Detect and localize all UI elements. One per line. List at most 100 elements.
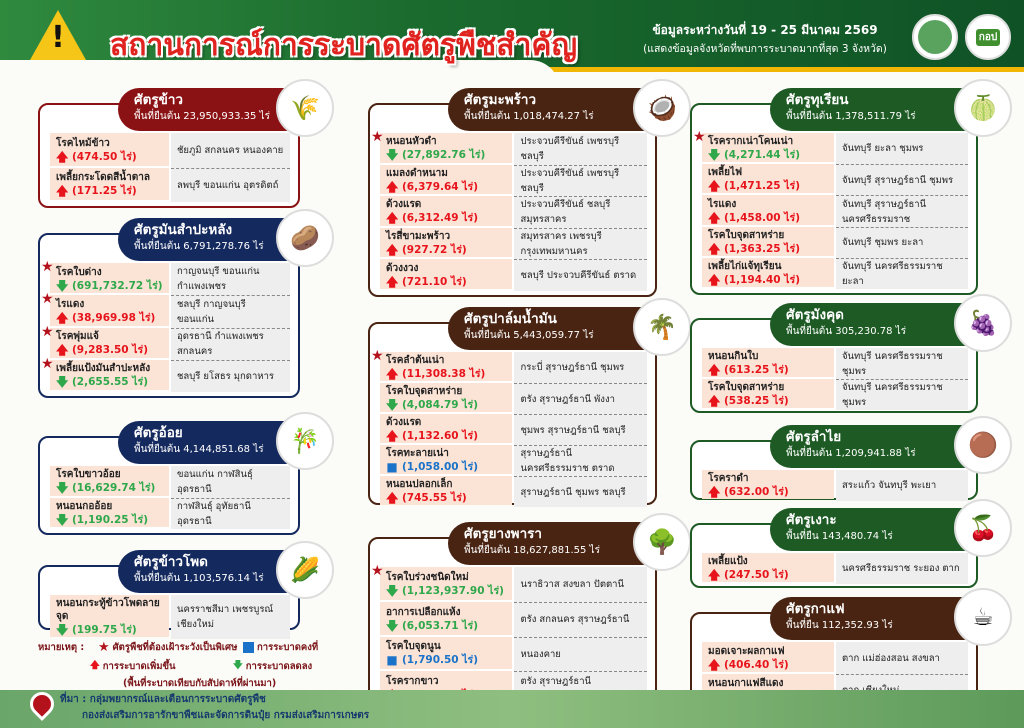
provinces: จันทบุรี นครศรีธรรมราช ยะลา: [835, 257, 968, 290]
legend-stable: การระบาดคงที่: [243, 640, 318, 655]
pest-row: ★ ไรแดง 🡅 (38,969.98 ไร่) ชลบุรี กาญจนบุร…: [41, 291, 290, 328]
trend-up-icon: 🡅: [708, 568, 721, 582]
rubber-tree-icon: 🌳: [633, 513, 691, 571]
pest-row: ★ โรคพุ่มแจ้ 🡅 (9,283.50 ไร่) อุดรธานี กำ…: [41, 324, 290, 360]
trend-up-icon: 🡅: [708, 485, 721, 499]
pest-info: ด้วงแรด 🡅 (6,312.49 ไร่): [380, 196, 513, 226]
pest-row: ★ โรครากเน่าโคนเน่า 🡇 (4,271.44 ไร่) จันท…: [693, 129, 968, 165]
trend-up-icon: 🡅: [708, 272, 721, 287]
pest-area-value: (171.25 ไร่): [72, 185, 137, 198]
coconut-icon: 🥥: [633, 79, 691, 137]
pest-name: โรคใบด่าง: [56, 266, 102, 278]
planted-area: พื้นที่ยืนต้น 1,103,576.14 ไร่: [134, 573, 264, 584]
pest-name: หนอนกระทู้ข้าวโพดลายจุด: [56, 598, 160, 622]
pest-name: โรคไหม้ข้าว: [56, 137, 110, 149]
pest-row: ไรสี่ขามะพร้าว 🡅 (927.72 ไร่) สมุทรสาคร เ…: [380, 227, 647, 260]
provinces: ตรัง สกลนคร สุราษฎร์ธานี: [514, 601, 647, 637]
trend-up-icon: 🡅: [708, 179, 721, 194]
provinces: จันทบุรี นครศรีธรรมราช ชุมพร: [835, 379, 968, 410]
pest-row: ★ หนอนหัวดำ 🡇 (27,892.76 ไร่) ประจวบคีรีข…: [371, 129, 647, 165]
pest-info: เพลี้ยไฟ 🡅 (1,471.25 ไร่): [702, 164, 834, 194]
trend-down-icon: 🡇: [56, 278, 69, 293]
legend-note: (พื้นที่ระบาดเทียบกับสัปดาห์ที่ผ่านมา): [123, 678, 277, 689]
trend-down-icon: 🡇: [56, 375, 69, 390]
pest-card: ศัตรูข้าวโพด พื้นที่ยืนต้น 1,103,576.14 …: [38, 541, 334, 639]
trend-up-icon: 🡅: [56, 343, 69, 358]
date-range: ข้อมูลระหว่างวันที่ 19 - 25 มีนาคม 2569: [652, 23, 878, 37]
pest-info: โรคใบขาวอ้อย 🡇 (16,629.74 ไร่): [50, 466, 169, 496]
trend-down-icon: 🡇: [56, 481, 69, 496]
planted-area: พื้นที่ยืน 112,352.93 ไร่: [786, 620, 893, 631]
pest-area: 🡅 (538.25 ไร่): [708, 394, 830, 408]
pest-area: 🡇 (4,084.79 ไร่): [386, 398, 508, 412]
footer-band: [0, 690, 1024, 728]
pest-name: มอดเจาะผลกาแฟ: [708, 645, 785, 657]
pest-area: ■ (1,790.50 ไร่): [386, 653, 508, 667]
card-title: ศัตรูมังคุด: [786, 307, 844, 323]
pest-area-value: (745.55 ไร่): [402, 492, 467, 504]
pest-area-value: (4,271.44 ไร่): [724, 149, 800, 162]
pest-area: 🡅 (171.25 ไร่): [56, 184, 165, 198]
pest-info: โรคพุ่มแจ้ 🡅 (9,283.50 ไร่): [50, 327, 169, 358]
card-title: ศัตรูข้าวโพด: [134, 554, 208, 570]
pest-list: โรคราดำ 🡅 (632.00 ไร่) สระแก้ว จันทบุรี พ…: [702, 470, 968, 501]
pest-area: 🡅 (9,283.50 ไร่): [56, 343, 165, 357]
pest-name: เพลี้ยแป้ง: [708, 556, 748, 567]
oil-palm-icon: 🌴: [633, 298, 691, 356]
pest-info: อาการเปลือกแห้ง 🡇 (6,053.71 ไร่): [380, 601, 513, 635]
pest-info: หนอนปลอกเล็ก 🡅 (745.55 ไร่): [380, 476, 513, 505]
pest-name: โรคลำต้นเน่า: [386, 355, 445, 366]
pest-name: โรคใบจุดสาหร่าย: [386, 386, 463, 397]
card-title: ศัตรูปาล์มน้ำมัน: [464, 311, 557, 327]
legend-star: ★ ศัตรูพืชที่ต้องเฝ้าระวังเป็นพิเศษ: [98, 640, 237, 655]
pest-area-value: (6,379.64 ไร่): [402, 180, 478, 193]
provinces: ชลบุรี ประจวบคีรีขันธ์ ตราด: [514, 259, 647, 291]
pest-row: หนอนกินใบ 🡅 (613.25 ไร่) จันทบุรี นครศรีธ…: [702, 348, 968, 379]
watch-star-icon: ★: [41, 259, 54, 275]
pest-area-value: (406.40 ไร่): [724, 658, 789, 671]
planted-area: พื้นที่ยืนต้น 1,018,474.27 ไร่: [464, 111, 594, 122]
trend-up-icon: 🡅: [708, 394, 721, 408]
trend-up-icon: 🡅: [386, 367, 399, 381]
header-note: (แสดงข้อมูลจังหวัดที่พบการระบาดมากที่สุด…: [643, 43, 887, 55]
provinces: หนองคาย: [514, 636, 647, 672]
pest-area: 🡇 (1,190.25 ไร่): [56, 513, 165, 527]
pest-card: ศัตรูข้าว พื้นที่ยืนต้น 23,950,933.35 ไร…: [38, 79, 334, 208]
planted-area: พื้นที่ยืนต้น 6,791,278.76 ไร่: [134, 241, 264, 252]
pest-info: โรครากเน่าโคนเน่า 🡇 (4,271.44 ไร่): [702, 133, 834, 163]
pest-name: ด้วงแรด: [386, 417, 422, 428]
trend-up-icon: 🡅: [386, 429, 399, 443]
pest-name: ด้วงงวง: [386, 262, 419, 274]
pest-name: เพลี้ยไก่แจ้ทุเรียน: [708, 260, 782, 272]
pest-area-value: (721.10 ไร่): [402, 275, 467, 288]
trend-up-icon: 🡅: [386, 274, 399, 289]
card-header: ศัตรูปาล์มน้ำมัน พื้นที่ยืนต้น 5,443,059…: [448, 307, 671, 350]
pest-card: ศัตรูยางพารา พื้นที่ยืนต้น 18,627,881.55…: [368, 513, 691, 712]
provinces: จันทบุรี สุราษฎร์ธานี นครศรีธรรมราช: [835, 195, 968, 227]
pest-info: เพลี้ยแป้ง 🡅 (247.50 ไร่): [702, 553, 834, 582]
mangosteen-icon: 🍇: [954, 294, 1012, 352]
trend-down-icon: 🡇: [56, 512, 69, 527]
pest-area-value: (247.50 ไร่): [724, 569, 789, 581]
pest-name: อาการเปลือกแห้ง: [386, 606, 461, 618]
planted-area: พื้นที่ยืนต้น 23,950,933.35 ไร่: [134, 111, 270, 122]
pest-area-value: (6,053.71 ไร่): [402, 619, 478, 632]
pest-info: หนอนกออ้อย 🡇 (1,190.25 ไร่): [50, 497, 169, 527]
card-header: ศัตรูทุเรียน พื้นที่ยืนต้น 1,378,511.79 …: [770, 88, 992, 131]
sugarcane-icon: 🎋: [276, 412, 334, 470]
provinces: กาฬสินธุ์ อุทัยธานี อุดรธานี: [170, 497, 290, 529]
pest-area-value: (1,790.50 ไร่): [402, 654, 478, 667]
pest-list: หนอนกินใบ 🡅 (613.25 ไร่) จันทบุรี นครศรีธ…: [702, 348, 968, 410]
card-title: ศัตรูลำไย: [786, 429, 842, 445]
pest-name: โรคราดำ: [708, 473, 749, 484]
pest-card: ศัตรูมังคุด พื้นที่ยืนต้น 305,230.78 ไร่…: [690, 294, 1012, 413]
pest-name: โรคพุ่มแจ้: [56, 331, 99, 343]
pest-card: ศัตรูมะพร้าว พื้นที่ยืนต้น 1,018,474.27 …: [368, 79, 691, 297]
legend-stable-text: การระบาดคงที่: [257, 642, 319, 653]
pest-row: ด้วงแรด 🡅 (1,132.60 ไร่) ชุมพร สุราษฎร์ธา…: [380, 414, 647, 445]
pest-name: ด้วงแรด: [386, 199, 422, 211]
source-line-1: ที่มา : กลุ่มพยากรณ์และเตือนการระบาดศัตร…: [60, 694, 266, 705]
pest-list: ★ หนอนหัวดำ 🡇 (27,892.76 ไร่) ประจวบคีรีข…: [371, 129, 647, 291]
watch-star-icon: ★: [41, 323, 54, 340]
pest-row: เพลี้ยไก่แจ้ทุเรียน 🡅 (1,194.40 ไร่) จันท…: [702, 257, 968, 290]
